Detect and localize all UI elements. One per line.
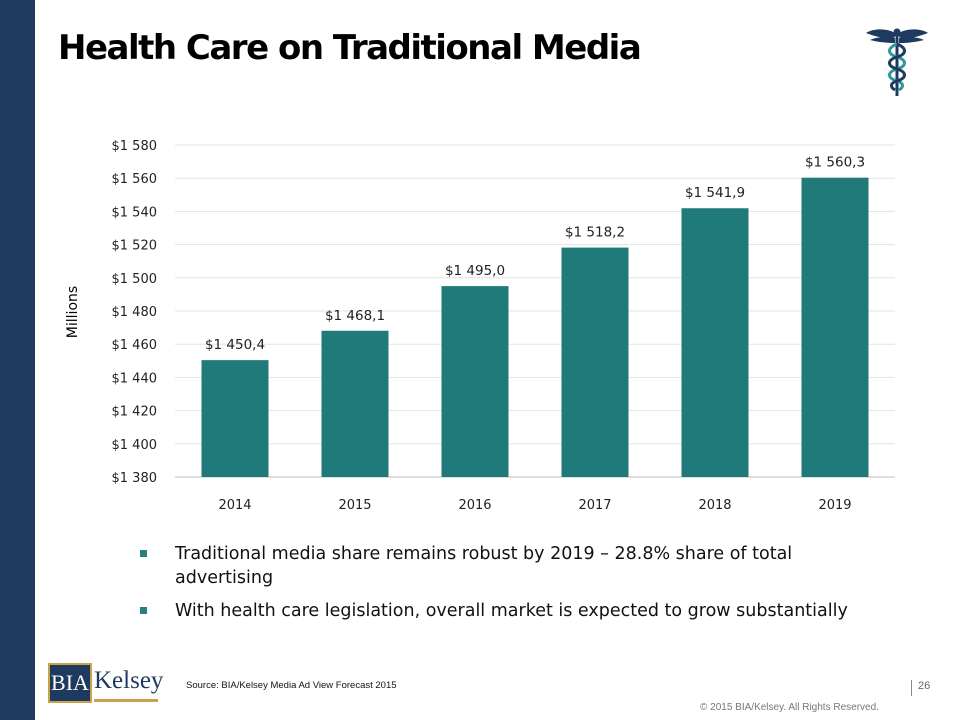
y-tick-label: $1 520 (112, 239, 158, 254)
slide-title: Health Care on Traditional Media (58, 28, 642, 68)
bar (441, 286, 509, 477)
y-tick-label: $1 380 (112, 471, 158, 486)
bullet-item: Traditional media share remains robust b… (140, 542, 880, 590)
data-label: $1 541,9 (685, 185, 745, 201)
logo-bia-mark: BIA (48, 663, 92, 703)
data-label: $1 468,1 (325, 308, 385, 324)
x-tick-label: 2015 (338, 498, 371, 513)
bar (201, 360, 269, 477)
y-tick-label: $1 440 (112, 371, 158, 386)
bullet-text: Traditional media share remains robust b… (175, 544, 793, 588)
page-number-divider (911, 680, 912, 696)
caduceus-icon (866, 28, 928, 96)
bar-chart: $1 380 $1 400 $1 420 $1 440 $1 460 $1 480 $1 5… (65, 139, 895, 513)
y-tick-label: $1 580 (112, 139, 158, 154)
chart-bars (201, 177, 869, 477)
square-bullet-icon (140, 550, 147, 557)
bar (321, 330, 389, 477)
bullet-item: With health care legislation, overall ma… (140, 599, 880, 623)
x-tick-label: 2016 (458, 498, 491, 513)
logo-kelsey-wordmark: Kelsey (94, 667, 164, 694)
y-tick-label: $1 400 (112, 438, 158, 453)
data-label: $1 495,0 (445, 263, 505, 279)
bullet-list: Traditional media share remains robust b… (140, 542, 880, 632)
square-bullet-icon (140, 607, 147, 614)
left-accent-bar (0, 0, 35, 720)
y-tick-label: $1 540 (112, 205, 158, 220)
bia-kelsey-logo: BIA Kelsey (48, 663, 164, 705)
chart-gridlines (175, 144, 895, 478)
data-label: $1 560,3 (805, 155, 865, 171)
source-note: Source: BIA/Kelsey Media Ad View Forecas… (186, 680, 397, 691)
data-label: $1 450,4 (205, 337, 265, 353)
logo-underline (94, 699, 158, 702)
data-label: $1 518,2 (565, 225, 625, 241)
y-tick-label: $1 420 (112, 405, 158, 420)
x-tick-label: 2017 (578, 498, 611, 513)
bar (801, 177, 869, 477)
x-tick-label: 2014 (218, 498, 251, 513)
x-tick-label: 2019 (818, 498, 851, 513)
y-tick-label: $1 480 (112, 305, 158, 320)
chart-labels: $1 380 $1 400 $1 420 $1 440 $1 460 $1 480 $1 5… (112, 139, 866, 513)
bar (681, 208, 749, 477)
y-tick-label: $1 560 (112, 172, 158, 187)
bar (561, 247, 629, 477)
y-tick-label: $1 460 (112, 338, 158, 353)
bullet-text: With health care legislation, overall ma… (175, 601, 848, 621)
x-tick-label: 2018 (698, 498, 731, 513)
page-number: 26 (918, 680, 931, 692)
y-tick-label: $1 500 (112, 272, 158, 287)
copyright-notice: © 2015 BIA/Kelsey. All Rights Reserved. (700, 702, 879, 713)
y-axis-title: Millions (65, 286, 81, 338)
